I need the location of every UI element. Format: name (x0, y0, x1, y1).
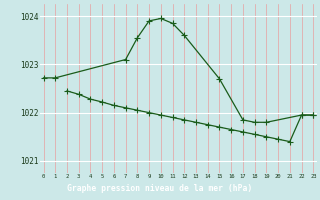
Text: Graphe pression niveau de la mer (hPa): Graphe pression niveau de la mer (hPa) (68, 184, 252, 193)
